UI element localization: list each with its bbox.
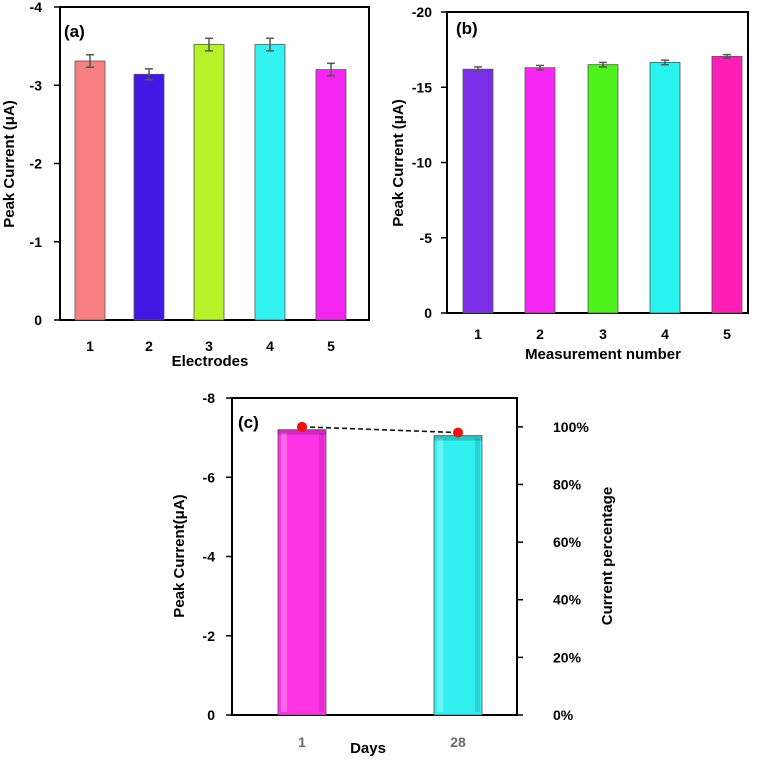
- panel-c-bar: [433, 435, 483, 716]
- panel-c-bar-top-edge: [278, 429, 326, 435]
- panel-a-ytick-label: 0: [34, 312, 42, 328]
- panel-c-y2tick-label: 0%: [553, 707, 574, 723]
- panel-b-ytick-label: -20: [412, 4, 432, 20]
- panel-c-ylabel: Peak Current(μA): [171, 494, 188, 617]
- panel-a-ylabel: Peak Current (μA): [1, 100, 18, 228]
- panel-c-ytick-label: 0: [207, 707, 215, 723]
- panel-c-bar-top-edge: [434, 435, 482, 441]
- panel-c-y2tick-label: 80%: [553, 476, 582, 492]
- panel-b-label: (b): [456, 19, 478, 38]
- panel-c-ytick-label: -2: [203, 628, 216, 644]
- panel-a-label: (a): [64, 22, 85, 41]
- panel-c-bar-shade: [475, 438, 480, 712]
- panel-b-ytick-label: -15: [412, 79, 432, 95]
- panel-a-category-label: 1: [86, 338, 94, 354]
- panel-b-category-label: 3: [599, 326, 607, 342]
- panel-a-category-label: 5: [327, 338, 335, 354]
- panel-c-percentage-line: [301, 426, 459, 434]
- panel-c-percentage-point: [297, 421, 307, 432]
- panel-c-y2tick-label: 60%: [553, 534, 582, 550]
- panel-c-bar-highlight: [437, 438, 443, 712]
- panel-b-ylabel: Peak Current (μA): [390, 99, 407, 227]
- panel-c-ytick-label: -6: [203, 469, 216, 485]
- panel-c-category-label: 1: [298, 734, 306, 750]
- panel-a-ytick-label: -2: [30, 156, 43, 172]
- panel-c: (c) 0-2-4-6-81 280%20%40%60%80%100% Days …: [171, 390, 616, 757]
- panel-a-bar: [193, 44, 225, 321]
- panel-b-bar: [711, 55, 743, 314]
- panel-a-bar: [74, 60, 106, 321]
- panel-c-plot: 0 -2 -4 -6 -8 1 28 0% 20% 40% 60% 80% 100%: [203, 390, 590, 750]
- panel-c-category-label: 28: [450, 734, 466, 750]
- panel-a-ytick-label: -3: [30, 77, 43, 93]
- panel-c-y2label: Current percentage: [599, 487, 616, 625]
- panel-c-y2tick-label: 100%: [553, 419, 589, 435]
- panel-a-xlabel: Electrodes: [172, 353, 249, 370]
- panel-b-ytick-label: -10: [412, 155, 432, 171]
- panel-a-category-label: 2: [145, 338, 153, 354]
- panel-c-bar-highlight: [281, 432, 287, 712]
- panel-a-ytick-label: -4: [30, 0, 43, 15]
- panel-b-category-label: 5: [723, 326, 731, 342]
- panel-b-bar: [587, 64, 619, 314]
- panel-a: (a) 0 -1 -2 -3 -4 1 2 3 4 5 Electrodes Peak Curre…: [1, 0, 370, 370]
- panel-a-category-label: 4: [266, 338, 274, 354]
- panel-c-bar: [277, 429, 327, 716]
- panel-b-category-label: 1: [474, 326, 482, 342]
- panel-b-bar: [649, 62, 681, 314]
- panel-a-bar: [133, 73, 165, 321]
- panel-a-plot: 0 -1 -2 -3 -4 1 2 3 4 5: [30, 0, 347, 354]
- panel-a-bar: [254, 44, 286, 321]
- panel-c-bar-shade: [319, 432, 324, 712]
- panel-a-ytick-label: -1: [30, 234, 43, 250]
- panel-c-y2tick-label: 20%: [553, 649, 582, 665]
- panel-c-ytick-label: -4: [203, 549, 216, 565]
- panel-c-y2tick-label: 40%: [553, 592, 582, 608]
- panel-b-ytick-label: -5: [420, 230, 433, 246]
- panel-b-category-label: 4: [661, 326, 669, 342]
- panel-b-xlabel: Measurement number: [525, 346, 681, 363]
- panel-b-bar: [462, 68, 494, 314]
- panel-c-label: (c): [238, 413, 259, 432]
- panel-a-bar: [315, 69, 347, 321]
- panel-c-ytick-label: -8: [203, 390, 216, 406]
- panel-b-bar: [524, 67, 556, 314]
- panel-b-ytick-label: 0: [424, 305, 432, 321]
- panel-b-plot: 0 -5 -10 -15 -20 1 2 3 4 5: [412, 4, 743, 342]
- panel-c-percentage-point: [453, 427, 463, 438]
- panel-b-category-label: 2: [536, 326, 544, 342]
- panel-b: (b) 0 -5 -10 -15 -20 1 2 3 4 5 Measurement number…: [390, 4, 749, 363]
- panel-a-category-label: 3: [205, 338, 213, 354]
- panel-c-xlabel: Days: [350, 740, 386, 757]
